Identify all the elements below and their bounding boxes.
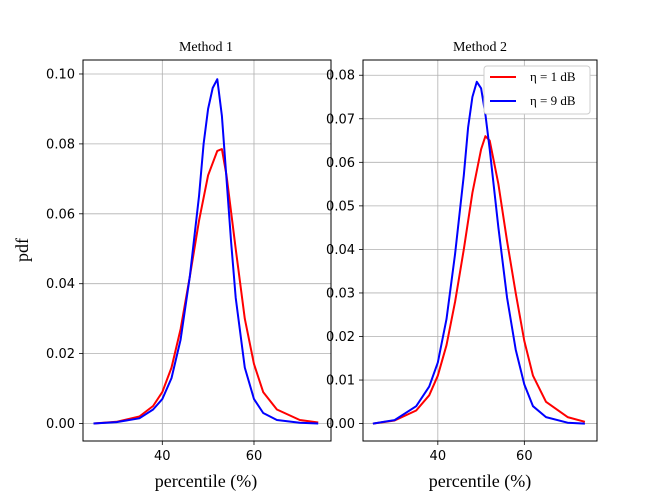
method-1-grid — [83, 60, 331, 441]
method-2-panel: Method 2 40 60 0.00 0.01 0.02 0.03 0.04 0.05 0.0… — [326, 40, 598, 492]
y-tick-label: 0.03 — [326, 286, 355, 301]
y-tick-label: 0.10 — [46, 67, 75, 82]
method-1-axes — [82, 59, 332, 442]
method-2-ticks: 40 60 0.00 0.01 0.02 0.03 0.04 0.05 0.06 0.07 0.08 — [326, 69, 533, 464]
method-1-panel: Method 1 40 60 0.00 0.02 0.04 0.06 0.08 0.10 pe… — [46, 40, 332, 492]
y-tick-label: 0.02 — [46, 347, 75, 362]
y-tick-label: 0.07 — [326, 112, 355, 127]
series-eta1-line — [93, 148, 319, 425]
y-tick-label: 0.08 — [46, 137, 75, 152]
method-2-title: Method 2 — [453, 40, 507, 55]
y-axis-label: pdf — [12, 238, 32, 262]
legend: η = 1 dB η = 9 dB — [483, 65, 591, 115]
method-1-ticks: 40 60 0.00 0.02 0.04 0.06 0.08 0.10 — [46, 67, 262, 464]
y-tick-label: 0.04 — [46, 277, 75, 292]
x-tick-label: 60 — [516, 449, 533, 464]
y-tick-label: 0.06 — [46, 207, 75, 222]
y-tick-label: 0.08 — [326, 69, 355, 84]
y-tick-label: 0.01 — [326, 374, 355, 389]
series-eta9-line — [372, 80, 585, 425]
legend-label-eta9: η = 9 dB — [530, 93, 576, 108]
method-2-grid — [363, 60, 597, 441]
y-tick-label: 0.00 — [46, 417, 75, 432]
legend-label-eta1: η = 1 dB — [530, 69, 576, 84]
y-tick-label: 0.00 — [326, 417, 355, 432]
series-eta1-line — [372, 135, 586, 425]
method-1-series — [93, 78, 319, 425]
y-tick-label: 0.04 — [326, 243, 355, 258]
y-tick-label: 0.02 — [326, 330, 355, 345]
method-2-axes — [362, 59, 598, 442]
method-2-x-axis-label: percentile (%) — [429, 471, 531, 492]
x-tick-label: 60 — [246, 449, 263, 464]
method-1-title: Method 1 — [179, 40, 233, 55]
method-1-x-axis-label: percentile (%) — [155, 471, 257, 492]
x-tick-label: 40 — [430, 449, 447, 464]
method-2-series — [372, 80, 586, 425]
y-tick-label: 0.06 — [326, 156, 355, 171]
series-eta9-line — [93, 78, 319, 425]
x-tick-label: 40 — [154, 449, 171, 464]
y-tick-label: 0.05 — [326, 199, 355, 214]
